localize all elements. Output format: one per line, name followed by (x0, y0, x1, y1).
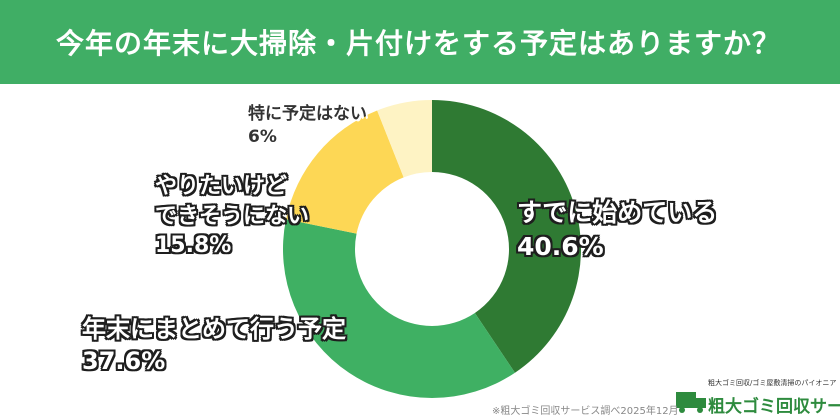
value-label: 15.8% (155, 233, 232, 259)
donut-segment (286, 110, 404, 234)
title-bar: 今年の年末に大掃除・片付けをする予定はありますか？ (0, 0, 840, 84)
category-label: 特に予定はない (248, 104, 367, 124)
value-label: 37.6% (82, 347, 166, 376)
logo-tagline: 粗大ゴミ回収/ゴミ屋敷清掃のパイオニア (708, 379, 837, 387)
category-label: やりたいけど できそうにない (155, 174, 310, 229)
source-note: ※粗大ゴミ回収サービス調べ2025年12月 (492, 406, 679, 417)
logo-icon (676, 392, 706, 413)
logo-name: 粗大ゴミ回収サービス (708, 397, 840, 417)
category-label: すでに始めている (517, 198, 718, 227)
chart-title: 今年の年末に大掃除・片付けをする予定はありますか？ (56, 27, 782, 60)
value-label: 40.6% (517, 231, 604, 261)
category-label: 年末にまとめて行う予定 (82, 315, 346, 343)
donut-segment (377, 100, 432, 178)
donut-segment (283, 219, 515, 399)
value-label: 6% (248, 126, 277, 147)
donut-segment (432, 100, 581, 373)
